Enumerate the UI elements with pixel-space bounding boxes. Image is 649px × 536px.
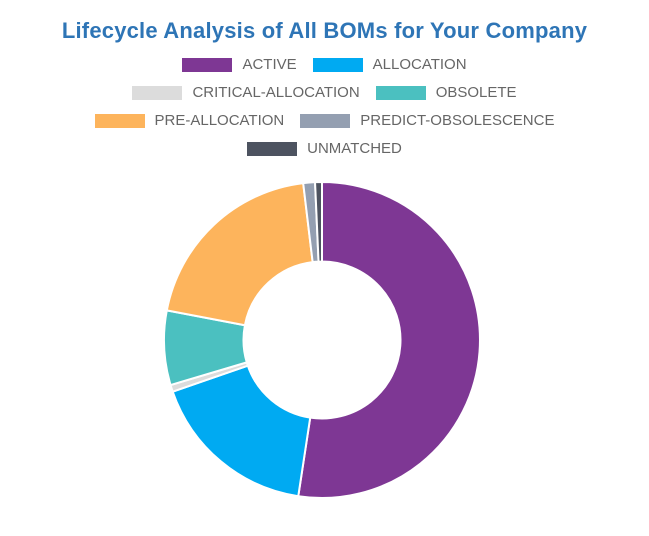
- legend-label-active: ACTIVE: [242, 56, 297, 73]
- donut-slice-unmatched[interactable]: [314, 180, 323, 263]
- legend-label-critical-allocation: CRITICAL-ALLOCATION: [192, 84, 360, 101]
- legend-label-allocation: ALLOCATION: [372, 56, 467, 73]
- legend-item-obsolete[interactable]: OBSOLETE: [375, 84, 517, 101]
- legend-swatch-unmatched: [247, 142, 298, 156]
- legend-row: PRE-ALLOCATION PREDICT-OBSOLESCENCE: [94, 112, 554, 129]
- donut-slice-pre-allocation[interactable]: [165, 182, 314, 327]
- legend-item-pre-allocation[interactable]: PRE-ALLOCATION: [94, 112, 285, 129]
- legend-item-unmatched[interactable]: UNMATCHED: [247, 141, 402, 157]
- legend-swatch-allocation: [312, 58, 363, 72]
- legend-item-critical-allocation[interactable]: CRITICAL-ALLOCATION: [132, 84, 360, 101]
- legend-swatch-pre-allocation: [94, 114, 145, 128]
- legend-row: UNMATCHED: [247, 141, 402, 157]
- legend-label-predict-obsolescence: PREDICT-OBSOLESCENCE: [360, 112, 555, 129]
- chart-title: Lifecycle Analysis of All BOMs for Your …: [61, 18, 588, 43]
- donut-slice-active[interactable]: [297, 181, 481, 499]
- legend-row: CRITICAL-ALLOCATION OBSOLETE: [132, 84, 517, 101]
- legend-swatch-active: [182, 58, 233, 72]
- legend-item-predict-obsolescence[interactable]: PREDICT-OBSOLESCENCE: [300, 113, 554, 129]
- legend-swatch-obsolete: [375, 86, 426, 100]
- legend-item-allocation[interactable]: ALLOCATION: [312, 56, 467, 73]
- legend-label-unmatched: UNMATCHED: [307, 140, 402, 157]
- legend-row: ACTIVE ALLOCATION: [182, 56, 467, 73]
- legend-swatch-predict-obsolescence: [300, 114, 351, 128]
- legend-label-obsolete: OBSOLETE: [435, 84, 517, 101]
- chart-legend: ACTIVE ALLOCATION CRITICAL-ALLOCATION OBSOL…: [0, 57, 649, 157]
- donut-slice-allocation[interactable]: [171, 364, 312, 498]
- legend-swatch-critical-allocation: [132, 86, 183, 100]
- legend-label-pre-allocation: PRE-ALLOCATION: [154, 112, 285, 129]
- legend-item-active[interactable]: ACTIVE: [182, 56, 297, 73]
